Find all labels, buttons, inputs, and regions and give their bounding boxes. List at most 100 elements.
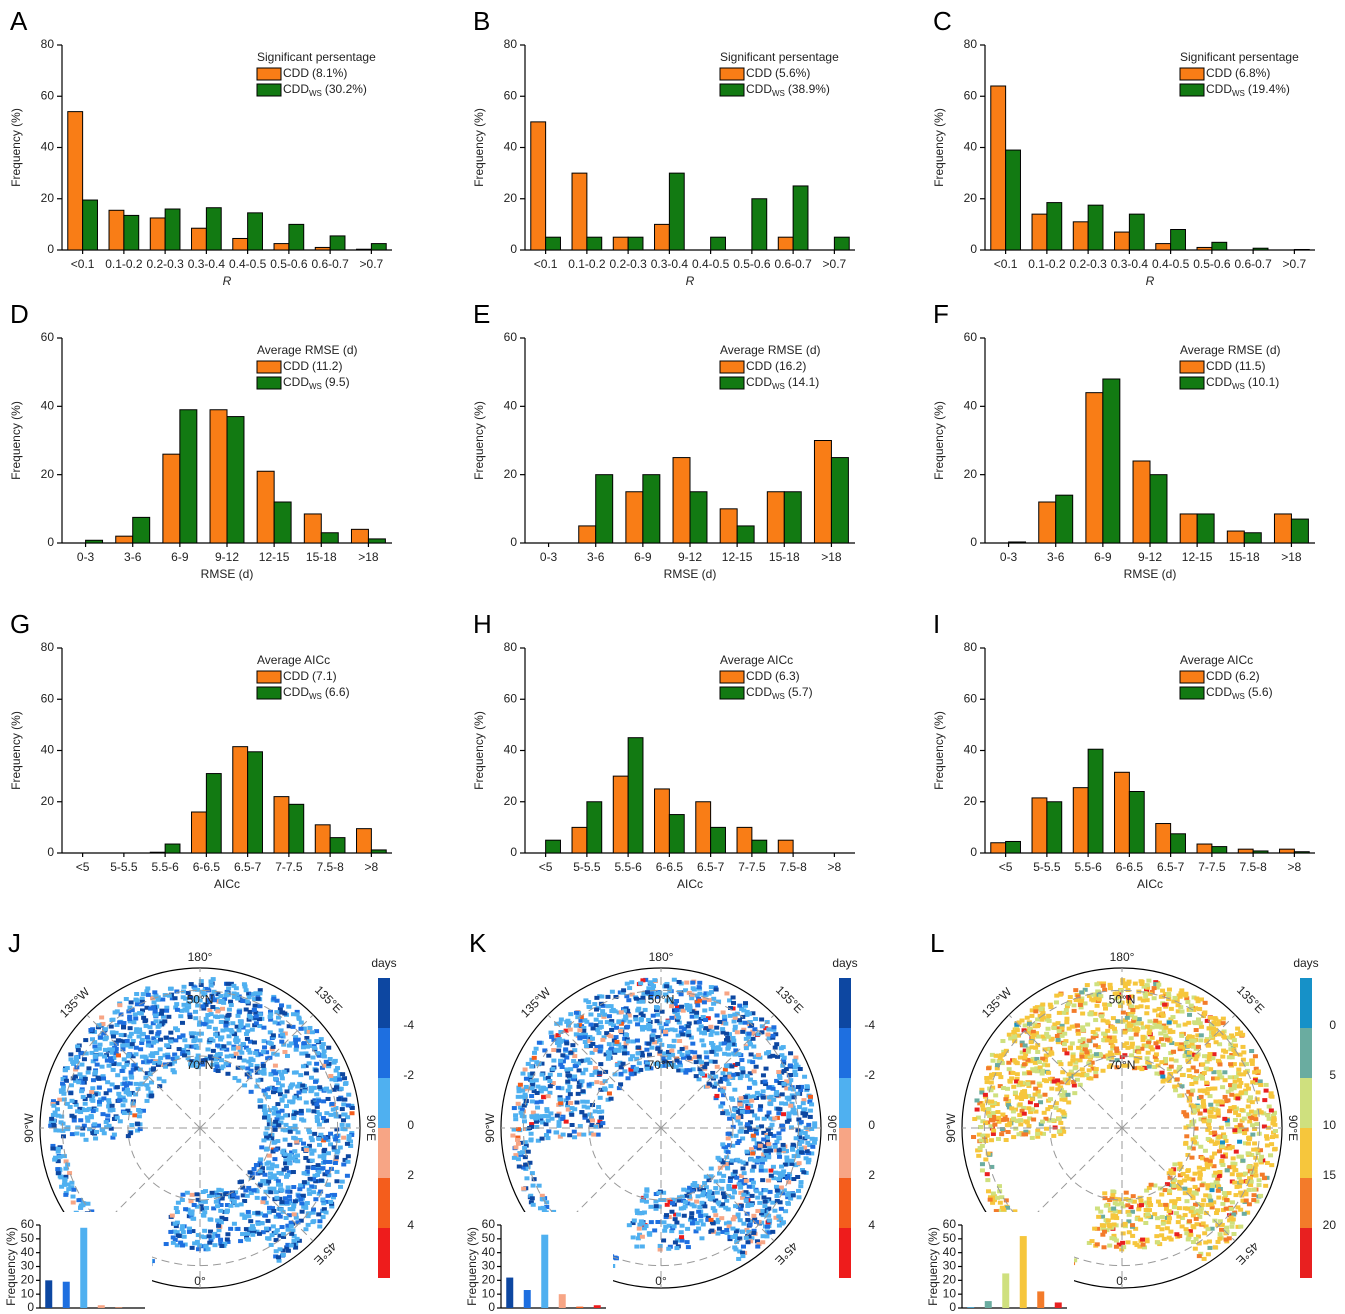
map-pixel xyxy=(1132,981,1138,986)
map-pixel xyxy=(787,1172,793,1177)
legend-name: CDD xyxy=(746,66,772,80)
legend-entry: CDD (6.2) xyxy=(1206,669,1260,683)
map-pixel xyxy=(201,1235,207,1240)
map-pixel xyxy=(342,1076,348,1081)
map-pixel xyxy=(719,1216,725,1221)
map-pixel xyxy=(1263,1183,1269,1188)
x-tick-label: 9-12 xyxy=(1138,550,1162,564)
map-pixel xyxy=(60,1134,66,1139)
map-pixel xyxy=(311,1101,317,1106)
map-pixel xyxy=(158,1011,164,1016)
map-pixel xyxy=(545,1136,551,1141)
map-pixel xyxy=(663,1224,669,1229)
map-pixel xyxy=(791,1108,797,1113)
legend-entry: CDDWS (14.1) xyxy=(746,375,819,391)
map-pixel xyxy=(1058,1062,1064,1067)
map-pixel xyxy=(244,1235,250,1240)
map-pixel xyxy=(1190,1177,1196,1182)
map-pixel xyxy=(720,1202,726,1207)
x-tick-label: 0.1-0.2 xyxy=(105,257,143,271)
map-pixel xyxy=(739,1066,745,1071)
map-pixel xyxy=(145,1037,151,1042)
map-pixel xyxy=(752,1027,758,1032)
map-pixel xyxy=(1154,1071,1160,1076)
colorbar-bin xyxy=(378,1228,390,1278)
map-pixel xyxy=(704,1055,710,1060)
map-pixel xyxy=(247,1009,253,1014)
map-pixel xyxy=(218,994,224,999)
map-pixel xyxy=(289,1100,295,1105)
map-pixel xyxy=(212,1243,218,1248)
map-pixel xyxy=(1149,1035,1155,1040)
map-pixel xyxy=(202,1058,208,1063)
map-pixel xyxy=(1176,1196,1182,1201)
map-pixel xyxy=(306,1187,312,1192)
map-pixel xyxy=(1172,1162,1178,1167)
map-pixel xyxy=(130,1101,136,1106)
map-pixel xyxy=(198,982,204,987)
map-pixel xyxy=(277,1092,283,1097)
map-pixel xyxy=(746,1031,752,1036)
map-pixel xyxy=(707,1189,713,1194)
map-pixel xyxy=(589,1050,595,1055)
map-pixel xyxy=(516,1164,522,1169)
bar xyxy=(627,737,644,854)
map-pixel xyxy=(1055,1081,1061,1086)
map-pixel xyxy=(606,1055,612,1060)
map-pixel xyxy=(758,1168,764,1173)
map-pixel xyxy=(320,1166,326,1171)
map-pixel xyxy=(586,1118,592,1123)
bar xyxy=(273,796,290,854)
map-pixel xyxy=(584,1099,590,1104)
map-pixel xyxy=(277,1089,283,1094)
map-pixel xyxy=(565,1095,571,1100)
map-pixel xyxy=(726,1224,732,1229)
map-pixel xyxy=(593,1048,599,1053)
map-pixel xyxy=(663,992,669,997)
map-pixel xyxy=(730,1143,736,1148)
map-pixel xyxy=(144,1035,150,1040)
map-pixel xyxy=(979,1162,985,1167)
map-pixel xyxy=(716,1200,722,1205)
map-pixel xyxy=(1144,1011,1150,1016)
map-pixel xyxy=(1168,1237,1174,1242)
map-pixel xyxy=(764,1051,770,1056)
map-pixel xyxy=(742,1099,748,1104)
x-tick-label: <5 xyxy=(539,860,553,874)
map-pixel xyxy=(582,1032,588,1037)
map-pixel xyxy=(795,1064,801,1069)
map-pixel xyxy=(722,1074,728,1079)
map-pixel xyxy=(709,1220,715,1225)
map-pixel xyxy=(113,1051,119,1056)
map-pixel xyxy=(673,1212,679,1217)
map-pixel xyxy=(280,1209,286,1214)
map-pixel xyxy=(721,1086,727,1091)
map-pixel xyxy=(1216,1019,1222,1024)
map-pixel xyxy=(304,1201,310,1206)
map-pixel xyxy=(975,1115,981,1120)
map-pixel xyxy=(246,1185,252,1190)
map-pixel xyxy=(188,1044,194,1049)
map-pixel xyxy=(208,979,214,984)
colorbar-bin xyxy=(839,1078,851,1128)
map-pixel xyxy=(746,1085,752,1090)
map-pixel xyxy=(234,1024,240,1029)
map-pixel xyxy=(208,1012,214,1017)
map-pixel xyxy=(738,1020,744,1025)
map-pixel xyxy=(259,1145,265,1150)
map-pixel xyxy=(702,997,708,1002)
bar xyxy=(833,236,850,251)
map-pixel xyxy=(174,1007,180,1012)
map-pixel xyxy=(535,1138,541,1143)
map-pixel xyxy=(732,1063,738,1068)
map-pixel xyxy=(331,1087,337,1092)
map-pixel xyxy=(708,1166,714,1171)
map-pixel xyxy=(1058,1085,1064,1090)
bar xyxy=(612,775,629,854)
legend-title: Average RMSE (d) xyxy=(1180,343,1280,357)
map-pixel xyxy=(649,1037,655,1042)
map-pixel xyxy=(987,1075,993,1080)
map-pixel xyxy=(81,1057,87,1062)
map-pixel xyxy=(711,1001,717,1006)
map-pixel xyxy=(333,1105,339,1110)
